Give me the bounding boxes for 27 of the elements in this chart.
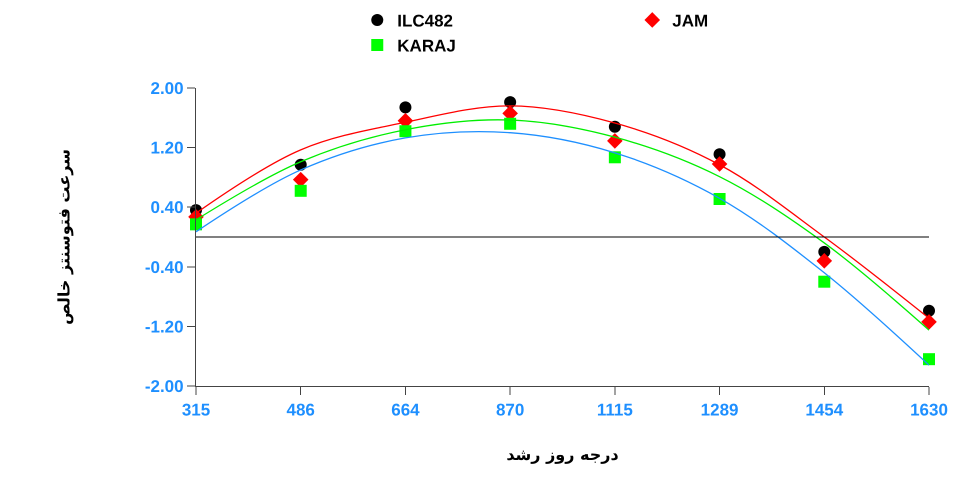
y-axis-title: سرعت فتوسنتز خالص [54, 149, 74, 325]
y-tick-label: 2.00 [150, 78, 184, 98]
point [399, 101, 412, 114]
legend-label: JAM [672, 12, 708, 31]
x-tick-label: 1454 [805, 400, 844, 420]
point [921, 314, 937, 330]
y-tick-label: -0.40 [144, 258, 184, 277]
point [607, 133, 623, 149]
x-tick-label: 1630 [910, 400, 948, 420]
x-tick-label: 486 [286, 400, 315, 420]
point [294, 184, 307, 197]
x-tick-label: 1289 [700, 400, 738, 420]
y-tick-label: -2.00 [144, 376, 184, 396]
x-tick-label: 315 [182, 400, 210, 420]
x-axis-title: درجه روز رشد [506, 445, 619, 464]
point [923, 353, 935, 366]
point [816, 253, 832, 269]
y-tick-label: -1.20 [144, 317, 184, 336]
legend-label: KARAJ [397, 36, 456, 56]
y-tick-label: 1.20 [150, 138, 184, 158]
point [818, 276, 830, 288]
y-tick-label: 0.40 [150, 198, 184, 218]
legend-label: ILC482 [397, 12, 454, 31]
x-tick-label: 1115 [596, 400, 633, 420]
x-tick-label: 870 [496, 400, 524, 420]
x-tick-label: 664 [391, 400, 420, 420]
point [923, 304, 935, 317]
